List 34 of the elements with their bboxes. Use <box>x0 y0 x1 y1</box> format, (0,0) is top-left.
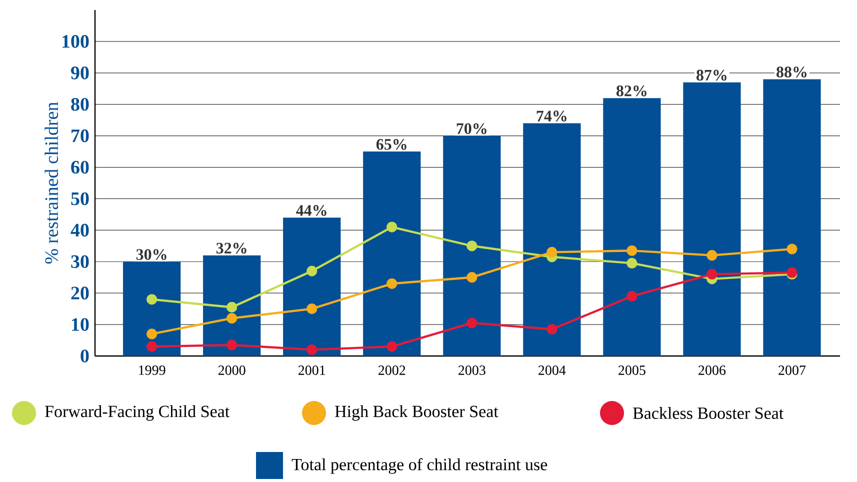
y-tick-label: 20 <box>71 286 89 300</box>
data-label: 88% <box>776 66 806 78</box>
data-label: 70% <box>456 123 486 134</box>
x-tick-label: 2001 <box>298 366 326 375</box>
x-tick-label: 2007 <box>778 366 806 375</box>
x-tick-label: 2000 <box>218 366 246 375</box>
data-label: 65% <box>376 138 406 150</box>
x-tick-label: 2004 <box>538 366 566 375</box>
data-label: 74% <box>536 110 566 122</box>
y-tick-label: 40 <box>70 224 89 237</box>
y-tick-label: 70 <box>72 129 89 142</box>
x-tick-label: 2002 <box>378 366 406 375</box>
y-tick-label: 90 <box>70 66 89 80</box>
y-tick-label: 100 <box>62 35 89 48</box>
y-tick-label: 0 <box>80 350 89 362</box>
y-tick-label: 80 <box>71 98 89 111</box>
y-tick-label: 10 <box>72 318 89 331</box>
y-tick-label: 50 <box>71 192 89 206</box>
data-label: 30% <box>136 249 166 260</box>
x-tick-label: 1999 <box>139 366 166 375</box>
data-label: 44% <box>296 205 326 216</box>
legend-label: Forward-Facing Child Seat <box>45 405 230 421</box>
x-tick-label: 2006 <box>698 366 726 375</box>
legend-label: High Back Booster Seat <box>335 405 498 421</box>
x-tick-label: 2005 <box>618 366 646 375</box>
data-label: 32% <box>216 242 246 254</box>
x-tick-label: 2003 <box>458 366 486 375</box>
legend-label: Total percentage of child restraint use <box>292 458 548 474</box>
y-tick-label: 30 <box>71 255 89 268</box>
legend-label: Backless Booster Seat <box>633 407 784 419</box>
data-label: 87% <box>696 70 726 81</box>
y-axis-title: % restrained children <box>44 102 58 264</box>
y-tick-label: 60 <box>71 160 89 174</box>
data-label: 82% <box>616 86 646 96</box>
